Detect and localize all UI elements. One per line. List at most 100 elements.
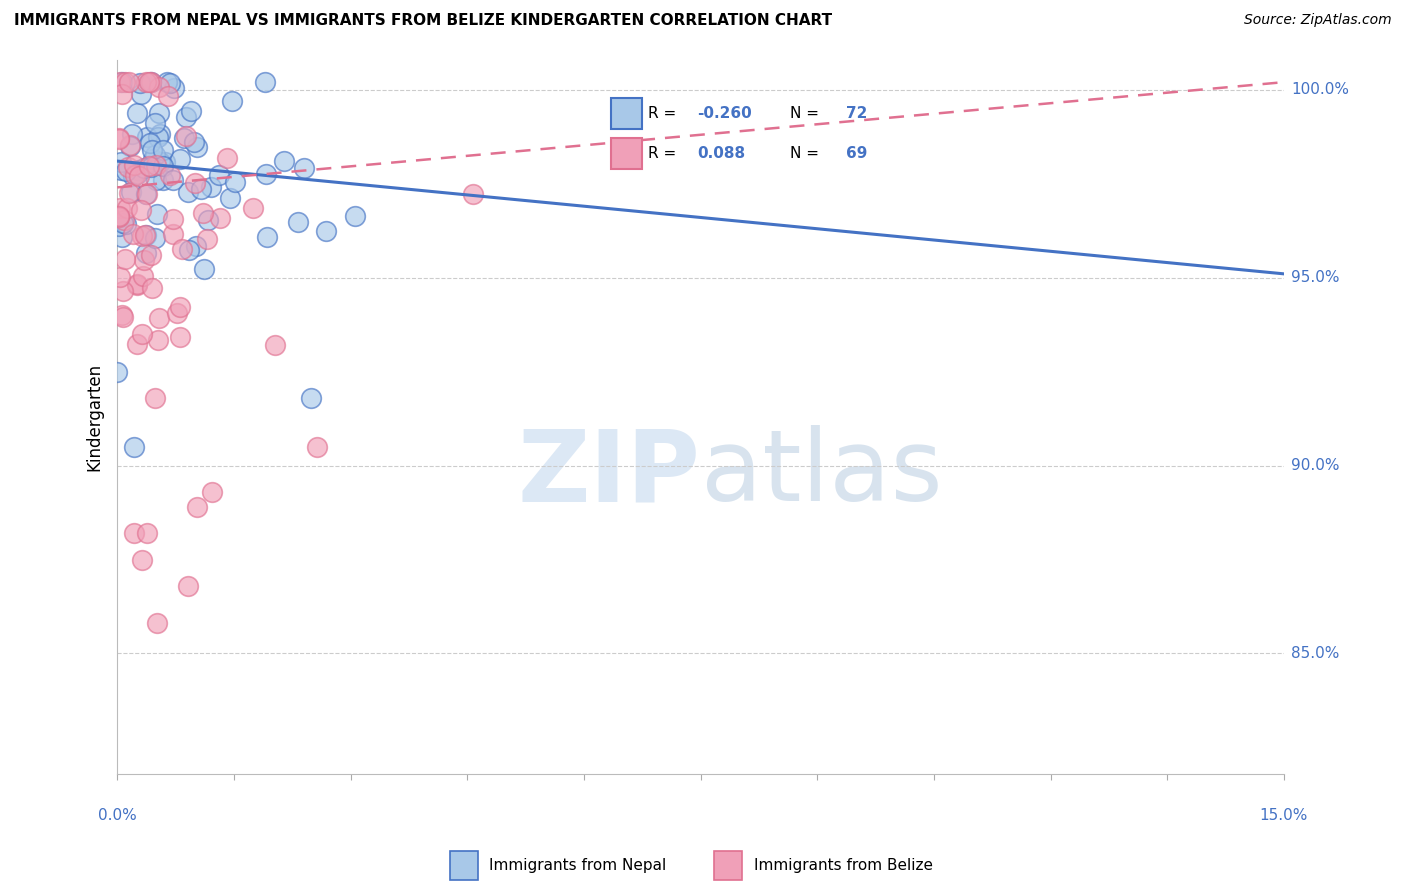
Point bbox=[143, 116, 166, 130]
Point bbox=[125, 106, 148, 120]
Point bbox=[193, 261, 215, 276]
Point bbox=[195, 232, 218, 246]
Point bbox=[169, 330, 191, 344]
Point bbox=[146, 130, 169, 145]
Point bbox=[156, 75, 179, 89]
Text: ZIP: ZIP bbox=[517, 425, 700, 523]
Point bbox=[141, 143, 163, 157]
Point bbox=[190, 182, 212, 196]
Point bbox=[107, 219, 129, 234]
Point bbox=[209, 211, 232, 226]
Point bbox=[131, 327, 153, 342]
Point bbox=[159, 76, 181, 90]
Point bbox=[112, 285, 135, 299]
Text: R =: R = bbox=[648, 146, 686, 161]
Point bbox=[127, 163, 149, 178]
Point bbox=[112, 216, 135, 230]
Point bbox=[256, 230, 278, 244]
Point bbox=[148, 106, 170, 120]
Point bbox=[292, 161, 315, 176]
Text: 72: 72 bbox=[846, 106, 868, 121]
Point bbox=[173, 131, 195, 145]
Point bbox=[124, 168, 146, 182]
Point bbox=[148, 333, 170, 347]
Bar bbox=[450, 851, 478, 880]
Text: 85.0%: 85.0% bbox=[1291, 646, 1339, 661]
Point bbox=[115, 164, 138, 178]
Text: Source: ZipAtlas.com: Source: ZipAtlas.com bbox=[1244, 13, 1392, 28]
Point bbox=[186, 139, 208, 153]
Point bbox=[131, 268, 153, 283]
Point bbox=[134, 161, 156, 175]
Point bbox=[152, 173, 174, 187]
Point bbox=[307, 440, 329, 454]
Point bbox=[111, 75, 134, 89]
Point bbox=[122, 158, 145, 172]
Point bbox=[149, 154, 172, 169]
Text: 100.0%: 100.0% bbox=[1291, 82, 1348, 97]
Point bbox=[112, 213, 135, 227]
Point bbox=[108, 75, 131, 89]
Point bbox=[162, 173, 184, 187]
Point bbox=[134, 227, 156, 242]
Point bbox=[219, 191, 242, 205]
Point bbox=[177, 244, 200, 258]
Point bbox=[111, 310, 134, 325]
Point bbox=[287, 215, 309, 229]
Point bbox=[162, 212, 184, 227]
Point bbox=[111, 308, 134, 322]
Point bbox=[155, 154, 177, 169]
Point bbox=[122, 169, 145, 184]
Point bbox=[264, 338, 287, 352]
Point bbox=[135, 227, 157, 242]
Point bbox=[169, 300, 191, 314]
Point bbox=[115, 217, 138, 231]
Point bbox=[117, 160, 139, 174]
Point bbox=[207, 168, 229, 182]
Point bbox=[118, 186, 141, 201]
Point bbox=[118, 75, 141, 89]
Text: atlas: atlas bbox=[700, 425, 942, 523]
Point bbox=[107, 211, 129, 225]
Text: N =: N = bbox=[790, 146, 824, 161]
Point bbox=[159, 168, 181, 182]
Point bbox=[174, 110, 197, 124]
Text: 90.0%: 90.0% bbox=[1291, 458, 1340, 473]
Point bbox=[135, 246, 157, 260]
Point bbox=[131, 552, 153, 566]
Text: 15.0%: 15.0% bbox=[1260, 808, 1308, 823]
Point bbox=[183, 135, 205, 149]
Point bbox=[107, 131, 129, 145]
Point bbox=[152, 144, 174, 158]
Point bbox=[110, 162, 132, 177]
Point bbox=[253, 75, 276, 89]
Point bbox=[138, 75, 160, 89]
Point bbox=[114, 75, 136, 89]
Point bbox=[139, 160, 162, 174]
Text: Immigrants from Belize: Immigrants from Belize bbox=[754, 858, 932, 872]
Point bbox=[186, 500, 208, 514]
Point bbox=[115, 201, 138, 215]
Point bbox=[315, 224, 337, 238]
Point bbox=[138, 159, 160, 173]
Point bbox=[110, 270, 132, 285]
Point bbox=[141, 75, 163, 89]
Point bbox=[156, 88, 179, 103]
Point bbox=[136, 130, 159, 145]
Point bbox=[141, 281, 163, 295]
Point bbox=[163, 81, 186, 95]
Text: 95.0%: 95.0% bbox=[1291, 270, 1340, 285]
Point bbox=[139, 248, 162, 262]
Point bbox=[169, 152, 191, 166]
Point bbox=[145, 173, 167, 187]
Point bbox=[221, 94, 243, 108]
Point bbox=[191, 206, 214, 220]
Point bbox=[127, 167, 149, 181]
Point bbox=[114, 252, 136, 267]
Text: 69: 69 bbox=[846, 146, 868, 161]
Y-axis label: Kindergarten: Kindergarten bbox=[86, 363, 103, 471]
Point bbox=[129, 76, 152, 90]
Point bbox=[461, 186, 484, 201]
Point bbox=[111, 87, 134, 102]
Point bbox=[186, 239, 208, 253]
